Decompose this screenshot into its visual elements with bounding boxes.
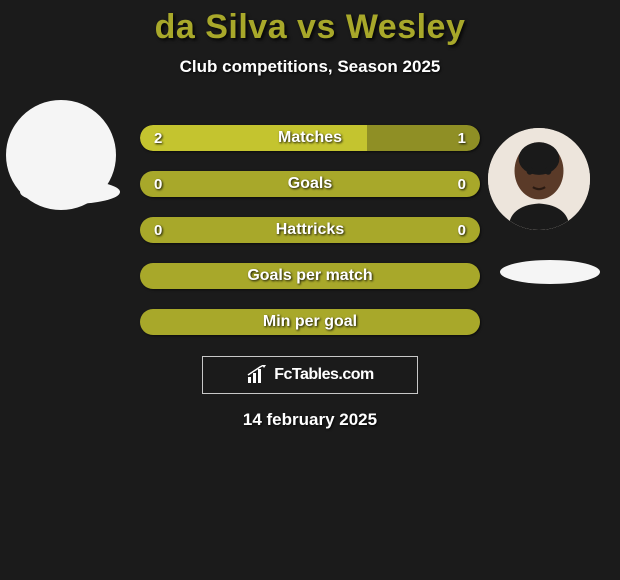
page-title: da Silva vs Wesley bbox=[0, 0, 620, 47]
stat-row-matches: Matches2 1 bbox=[140, 125, 480, 151]
stat-value-left: 0 bbox=[154, 217, 162, 243]
stat-row-goals-per-match: Goals per match bbox=[140, 263, 480, 289]
stat-row-hattricks: Hattricks0 0 bbox=[140, 217, 480, 243]
stat-label: Goals bbox=[140, 171, 480, 197]
stat-value-left: 0 bbox=[154, 171, 162, 197]
stat-label: Hattricks bbox=[140, 217, 480, 243]
stat-label: Min per goal bbox=[140, 309, 480, 335]
stat-label: Matches bbox=[140, 125, 480, 151]
stat-row-goals: Goals0 0 bbox=[140, 171, 480, 197]
stats-container: Matches21Goals00Hattricks00Goals per mat… bbox=[140, 125, 480, 355]
stat-value-right: 1 bbox=[458, 125, 466, 151]
bar-chart-icon bbox=[246, 365, 268, 385]
stat-value-left: 2 bbox=[154, 125, 162, 151]
player-right-silhouette bbox=[488, 128, 590, 230]
player-right-shadow bbox=[500, 260, 600, 284]
stat-row-min-per-goal: Min per goal bbox=[140, 309, 480, 335]
stat-label: Goals per match bbox=[140, 263, 480, 289]
stat-value-right: 0 bbox=[458, 171, 466, 197]
player-left-shadow bbox=[20, 180, 120, 204]
date-text: 14 february 2025 bbox=[0, 410, 620, 430]
logo-text: FcTables.com bbox=[274, 366, 374, 384]
page-subtitle: Club competitions, Season 2025 bbox=[0, 57, 620, 77]
fctables-logo: FcTables.com bbox=[202, 356, 418, 394]
stat-value-right: 0 bbox=[458, 217, 466, 243]
player-right-avatar bbox=[488, 128, 590, 230]
